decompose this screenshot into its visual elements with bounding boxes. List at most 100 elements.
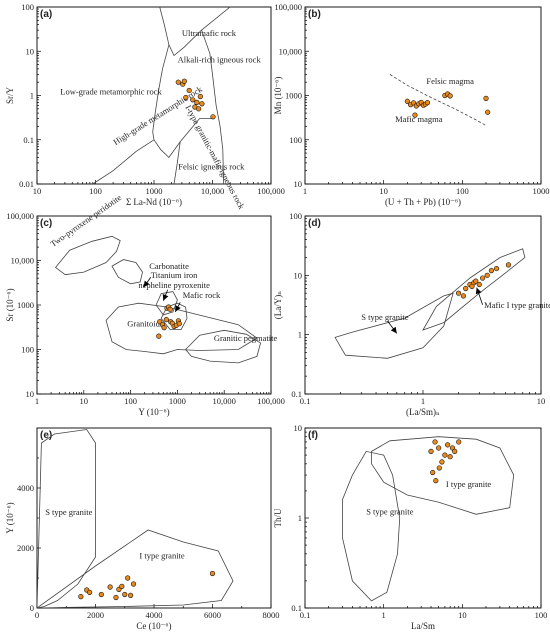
y-tick-label: 10,000 — [11, 256, 34, 266]
data-point — [493, 265, 500, 272]
x-axis-title: (La/Sm)ₙ — [406, 407, 440, 417]
fields-c: Two-pyroxene peridotite CarbonatiteTitani… — [48, 192, 278, 364]
data-point — [98, 591, 104, 598]
ticks-b — [304, 6, 542, 185]
data-point — [183, 94, 189, 101]
x-tick-label: 2000 — [87, 610, 104, 620]
panel-label: (a) — [40, 9, 52, 20]
field-label: Two-pyroxene peridotite — [48, 192, 123, 249]
fields-d: S type granite Mafic I type granite — [334, 248, 550, 359]
y-axis-title: Sr/Y — [5, 87, 15, 105]
y-axis-title: Y (10⁻⁶) — [5, 502, 15, 533]
data-point — [432, 439, 438, 445]
x-tick-label: 1000 — [146, 186, 163, 196]
x-tick-label: 100,000 — [257, 396, 285, 406]
data-point — [483, 95, 489, 101]
y-tick-label: 100,000 — [6, 211, 34, 221]
data-point — [209, 570, 216, 577]
data-point — [463, 285, 469, 292]
data-point — [161, 325, 167, 331]
fields-e: S type granite I type granite — [37, 429, 234, 608]
data-point — [199, 101, 205, 107]
ticks-e — [36, 457, 272, 609]
field-label: Felsic igneous rock — [178, 162, 245, 172]
field-label: Mafic I type granite — [484, 300, 550, 310]
field-label: Mafic magma — [395, 114, 443, 124]
x-tick-label: 6000 — [204, 610, 221, 620]
x-tick-label: 1 — [382, 610, 386, 620]
x-tick-label: 100 — [535, 610, 548, 620]
field-boundary — [153, 118, 213, 159]
points-d — [455, 262, 512, 299]
data-point — [87, 589, 93, 596]
field-label: Low-grade metamorphic rock — [60, 87, 162, 97]
field-label-line: Titanium iron — [151, 270, 198, 280]
field-label-line: nepheline pyroxenite — [138, 280, 210, 290]
x-tick-label: 0 — [35, 610, 39, 620]
y-tick-label: 10 — [26, 46, 35, 56]
y-tick-label: 10 — [294, 423, 303, 433]
y-tick-label: 100 — [289, 135, 302, 145]
plot-frame-e — [36, 427, 272, 609]
data-point — [210, 114, 216, 120]
y-tick-label: 1000 — [17, 300, 34, 310]
x-tick-label: 100 — [124, 396, 137, 406]
data-point — [439, 459, 445, 465]
field-boundary — [422, 248, 526, 331]
x-axis-title: Σ La-Nd (10⁻⁶) — [126, 197, 182, 207]
panel-d: 0.1 1 10 0.1 1 10 100 (La/Sm)ₙ (La/Y)ₙ (d) S type … — [273, 211, 550, 417]
data-point — [113, 594, 119, 601]
field-boundary — [173, 141, 181, 184]
data-point — [196, 106, 202, 112]
x-axis-title: (U + Th + Pb) (10⁻⁶) — [385, 197, 461, 207]
data-point — [107, 584, 113, 590]
data-point — [424, 100, 431, 106]
field-label: Ultramafic rock — [182, 28, 237, 38]
field-boundary — [342, 450, 401, 602]
y-tick-label: 1 — [298, 330, 302, 340]
data-point — [505, 262, 512, 268]
ticks-c — [36, 215, 272, 395]
panel-label: (e) — [40, 430, 52, 441]
field-label: I type granite — [139, 551, 185, 561]
x-tick-label: 100,000 — [257, 186, 285, 196]
field-boundary — [201, 29, 224, 184]
x-tick-label: 1 — [421, 396, 425, 406]
y-tick-label: 0.1 — [23, 135, 34, 145]
field-boundary — [155, 291, 178, 316]
field-label: Carbonatite — [149, 261, 189, 271]
field-boundary — [111, 259, 143, 285]
x-axis-title: Ce (10⁻⁶) — [136, 621, 171, 631]
x-tick-label: 1 — [35, 396, 39, 406]
data-point — [456, 439, 462, 445]
y-tick-label: 1000 — [285, 91, 302, 101]
plot-frame-b — [304, 6, 542, 185]
field-label: Alkali-rich igneous rock — [178, 55, 262, 65]
x-tick-label: 10 — [33, 186, 42, 196]
data-point — [430, 469, 436, 476]
x-axis-title: Y (10⁻⁶) — [138, 407, 169, 417]
y-tick-label: 10,000 — [279, 46, 302, 56]
y-tick-label: 1 — [30, 91, 34, 101]
data-point — [122, 591, 128, 598]
data-point — [452, 448, 458, 454]
data-point — [469, 283, 475, 290]
data-point — [428, 448, 434, 454]
arrow-head — [143, 280, 150, 288]
field-boundary — [185, 329, 262, 364]
x-tick-label: 1 — [303, 186, 307, 196]
arrows-c — [143, 277, 181, 313]
data-point — [167, 306, 173, 312]
data-point — [436, 445, 442, 451]
y-tick-label: 0 — [30, 603, 34, 613]
arrows-d — [387, 287, 483, 334]
panel-a: 10 100 1000 10,000 100,000 0.01 0.1 1 10 100 Σ La-… — [5, 2, 285, 211]
field-boundary — [105, 302, 258, 355]
data-point — [197, 93, 203, 100]
x-tick-label: 10,000 — [201, 186, 224, 196]
data-point — [442, 452, 448, 458]
fields-f: S type granite I type granite — [342, 436, 515, 602]
data-point — [455, 290, 462, 296]
field-boundary — [92, 139, 155, 184]
